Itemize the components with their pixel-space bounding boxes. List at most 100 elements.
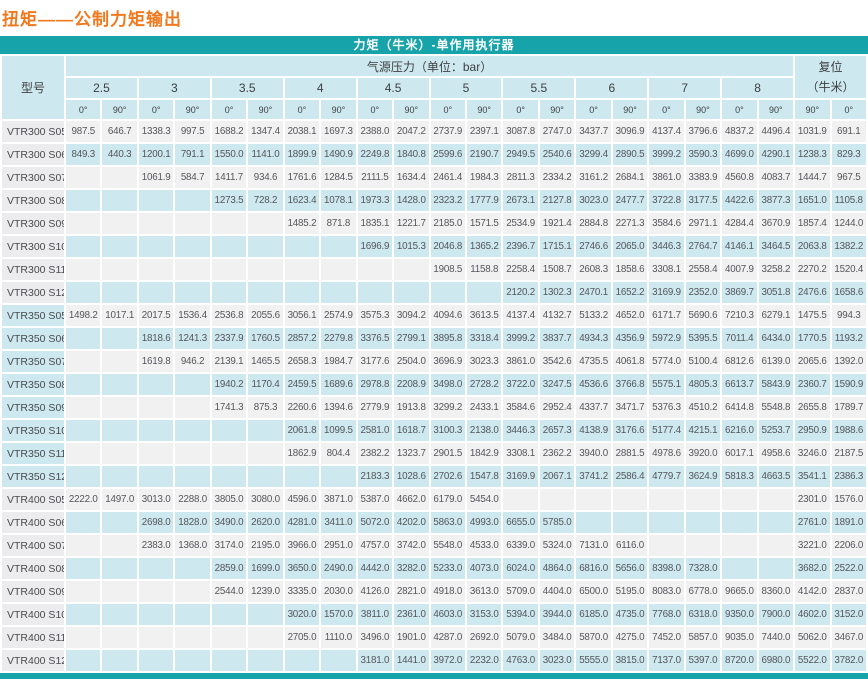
torque-cell: [102, 236, 137, 257]
torque-cell: 4284.4: [722, 213, 757, 234]
torque-cell: [66, 535, 101, 556]
torque-table-box: 力矩（牛米）-单作用执行器 型号 气源压力（单位：bar） 复位 （牛米） 2.5 3 3.…: [0, 36, 868, 679]
angle-header: 90°: [102, 100, 137, 119]
table-row: VTR300 S10 1696.9 1015.3 2046.8 1365.2 2396.7…: [2, 236, 866, 257]
torque-cell: [175, 259, 210, 280]
torque-cell: 2127.8: [539, 190, 575, 211]
torque-cell: 1658.6: [831, 282, 866, 303]
torque-cell: 1618.7: [394, 420, 429, 441]
torque-cell: [102, 259, 137, 280]
torque-cell: 4779.7: [649, 466, 684, 487]
torque-cell: 1238.3: [795, 144, 830, 165]
torque-cell: 2586.4: [612, 466, 648, 487]
torque-cell: 3624.9: [685, 466, 721, 487]
torque-cell: 3383.9: [685, 167, 721, 188]
torque-cell: 3782.0: [831, 650, 866, 671]
reset-angle-header: 90°: [795, 100, 830, 119]
torque-cell: 3920.0: [685, 443, 721, 464]
torque-cell: 2288.0: [175, 489, 210, 510]
torque-cell: 5555.0: [576, 650, 611, 671]
torque-cell: 791.1: [175, 144, 210, 165]
torque-cell: [175, 650, 210, 671]
torque-cell: [66, 397, 101, 418]
torque-cell: 1761.6: [284, 167, 320, 188]
torque-cell: [248, 282, 283, 303]
torque-cell: [102, 397, 137, 418]
torque-cell: [248, 604, 283, 625]
torque-cell: [175, 282, 210, 303]
torque-cell: [321, 466, 356, 487]
torque-cell: [211, 213, 247, 234]
torque-cell: 2728.2: [466, 374, 502, 395]
table-row: VTR400 S08 2859.0 1699.0 3650.0 2490.0 4442.0…: [2, 558, 866, 579]
torque-cell: 3153.0: [466, 604, 502, 625]
pressure-value-header: 5.5: [503, 78, 575, 98]
torque-cell: 1061.9: [138, 167, 174, 188]
col-header-model: 型号: [2, 56, 64, 119]
torque-cell: 1760.5: [248, 328, 283, 349]
torque-cell: 6500.0: [576, 581, 611, 602]
torque-cell: 6778.0: [685, 581, 721, 602]
torque-cell: 4662.0: [394, 489, 429, 510]
torque-cell: 2386.3: [831, 466, 866, 487]
torque-cell: 2971.1: [685, 213, 721, 234]
torque-cell: [284, 282, 320, 303]
torque-cell: 875.3: [248, 397, 283, 418]
torque-cell: 9035.0: [722, 627, 757, 648]
torque-cell: 1913.8: [394, 397, 429, 418]
torque-cell: 5395.5: [685, 328, 721, 349]
table-row: VTR300 S12 2120.2 1302.3 2470.1 1652.2 3169.9…: [2, 282, 866, 303]
torque-cell: 2837.0: [831, 581, 866, 602]
torque-cell: [503, 489, 538, 510]
torque-cell: 3020.0: [284, 604, 320, 625]
torque-cell: 5522.0: [795, 650, 830, 671]
torque-cell: 3542.6: [539, 351, 575, 372]
torque-cell: 2544.0: [211, 581, 247, 602]
torque-cell: 3080.0: [248, 489, 283, 510]
torque-cell: 1365.2: [466, 236, 502, 257]
torque-cell: 1110.0: [321, 627, 356, 648]
torque-cell: 2038.1: [284, 121, 320, 142]
torque-cell: [138, 420, 174, 441]
torque-cell: 1099.5: [321, 420, 356, 441]
torque-cell: 3805.0: [211, 489, 247, 510]
torque-cell: [284, 466, 320, 487]
torque-cell: 2574.9: [321, 305, 356, 326]
torque-cell: 2951.0: [321, 535, 356, 556]
torque-cell: 3496.0: [357, 627, 393, 648]
angle-header: 90°: [612, 100, 648, 119]
pressure-value-header: 4.5: [357, 78, 429, 98]
angle-header: 0°: [138, 100, 174, 119]
torque-cell: 4602.0: [795, 604, 830, 625]
torque-cell: 9665.0: [722, 581, 757, 602]
torque-cell: 7440.0: [758, 627, 794, 648]
torque-cell: 1623.4: [284, 190, 320, 211]
model-cell: VTR350 S10: [2, 420, 64, 441]
torque-cell: 3023.3: [466, 351, 502, 372]
torque-cell: 5177.4: [649, 420, 684, 441]
torque-cell: 2270.2: [795, 259, 830, 280]
torque-cell: 7768.0: [649, 604, 684, 625]
torque-cell: 3246.0: [795, 443, 830, 464]
model-cell: VTR350 S05: [2, 305, 64, 326]
torque-cell: 1170.4: [248, 374, 283, 395]
torque-cell: 2950.9: [795, 420, 830, 441]
torque-cell: 3299.2: [430, 397, 465, 418]
model-cell: VTR300 S05: [2, 121, 64, 142]
torque-cell: 5454.0: [466, 489, 502, 510]
torque-cell: [102, 190, 137, 211]
model-cell: VTR300 S09: [2, 213, 64, 234]
torque-cell: [102, 627, 137, 648]
torque-cell: 3815.0: [612, 650, 648, 671]
torque-cell: 1520.4: [831, 259, 866, 280]
torque-cell: 2522.0: [831, 558, 866, 579]
torque-cell: 6139.0: [758, 351, 794, 372]
torque-cell: [211, 443, 247, 464]
torque-cell: 1777.9: [466, 190, 502, 211]
torque-cell: 3169.9: [649, 282, 684, 303]
model-cell: VTR400 S12: [2, 650, 64, 671]
torque-cell: 2047.2: [394, 121, 429, 142]
model-cell: VTR350 S11: [2, 443, 64, 464]
torque-cell: 5376.3: [649, 397, 684, 418]
model-cell: VTR400 S11: [2, 627, 64, 648]
